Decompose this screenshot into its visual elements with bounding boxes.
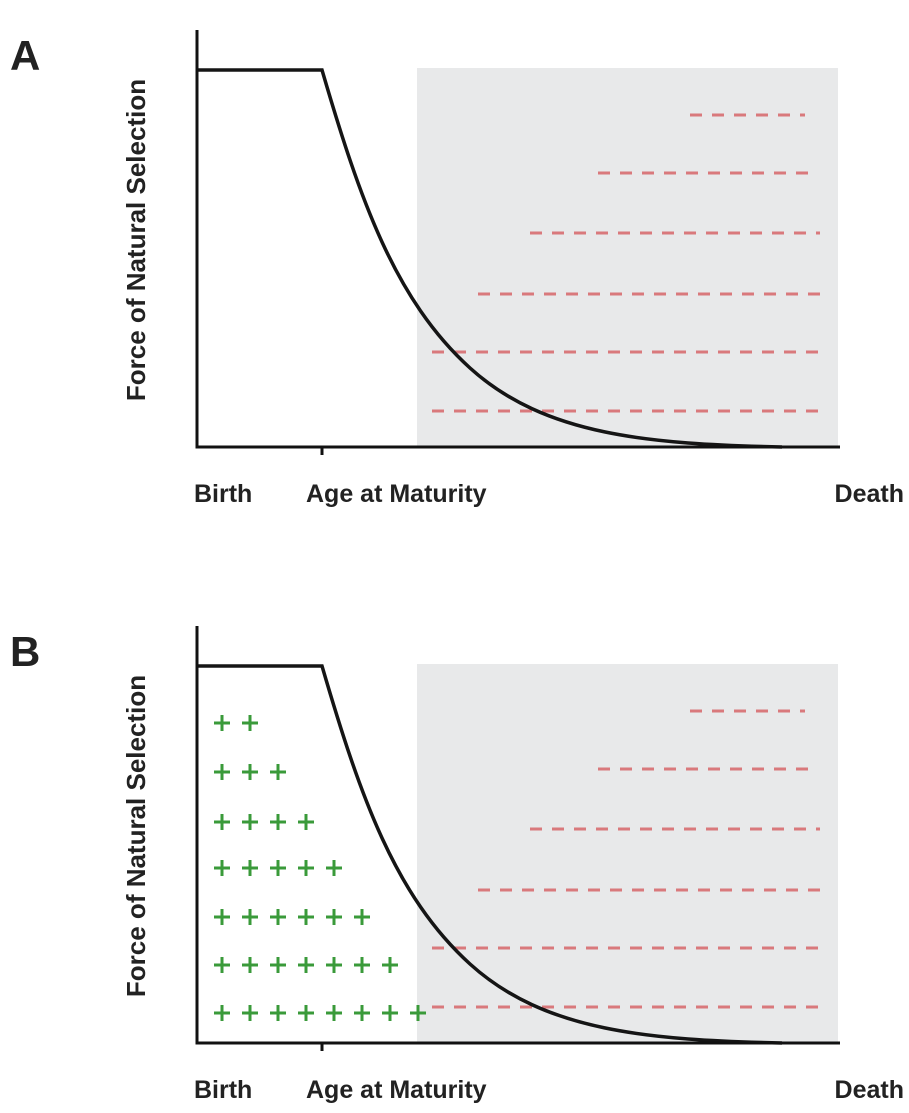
axes [195,626,840,1045]
positive-plus [270,814,286,830]
positive-plus [270,860,286,876]
x-label: Age at Maturity [306,480,487,508]
panel-label: B [10,628,40,675]
positive-plus [214,814,230,830]
positive-plus [326,1005,342,1021]
x-label: Birth [194,1076,252,1104]
y-axis-label: Force of Natural Selection [121,675,151,997]
positive-plus [242,860,258,876]
positive-plus [326,909,342,925]
positive-plus [326,957,342,973]
positive-plus [354,909,370,925]
positive-plus [214,957,230,973]
x-label: Death [835,480,904,508]
positive-plus [298,957,314,973]
positive-plus [214,1005,230,1021]
positive-plus [242,764,258,780]
positive-plus [270,957,286,973]
positive-plus [270,764,286,780]
selection-curve [197,664,783,1045]
x-label: Birth [194,480,252,508]
positive-plus [298,860,314,876]
positive-plus [298,909,314,925]
selection-curve [197,68,783,449]
positive-plus [326,860,342,876]
positive-plus [382,957,398,973]
positive-plus [270,1005,286,1021]
axes [195,30,840,449]
positive-plus [354,957,370,973]
positive-plus [214,860,230,876]
shaded-region [417,664,838,1043]
shaded-region [417,68,838,447]
positive-plus [214,715,230,731]
x-label: Death [835,1076,904,1104]
positive-plus [298,814,314,830]
positive-plus [242,715,258,731]
positive-plus [214,764,230,780]
positive-plus [242,814,258,830]
positive-plus [298,1005,314,1021]
positive-plus [382,1005,398,1021]
positive-plus [242,957,258,973]
positive-plus [242,909,258,925]
positive-plus [214,909,230,925]
positive-plus [242,1005,258,1021]
panel: B Force of Natural Selection Birth Age at M… [10,626,904,1104]
positive-plus [354,1005,370,1021]
y-axis-label: Force of Natural Selection [121,79,151,401]
panel-label: A [10,32,40,79]
x-label: Age at Maturity [306,1076,487,1104]
positive-plus [270,909,286,925]
positive-plus [410,1005,426,1021]
panel: A Force of Natural Selection Birth Age at M… [10,30,904,508]
